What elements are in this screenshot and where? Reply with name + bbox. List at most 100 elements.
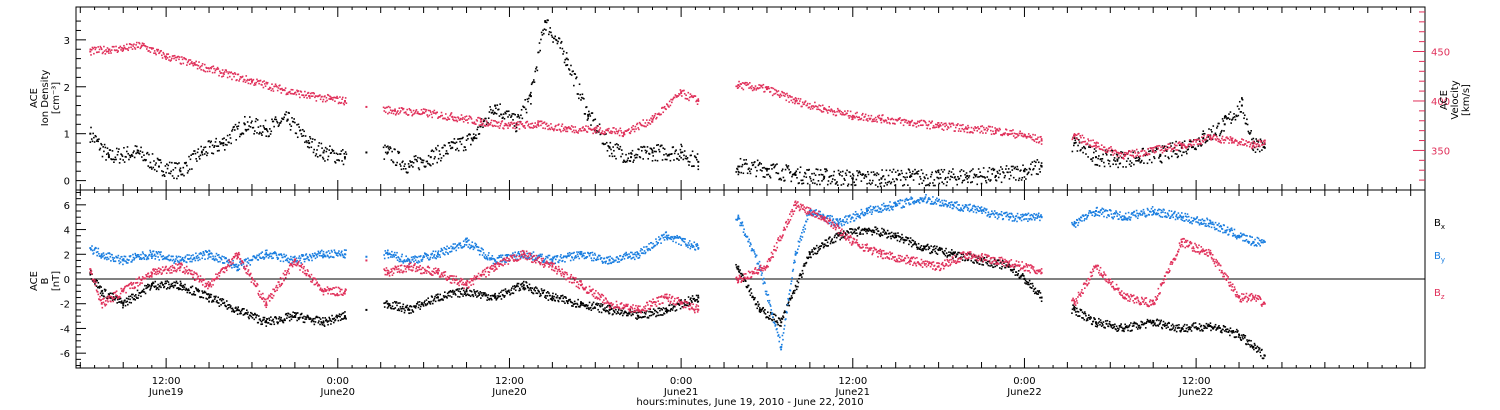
data-point — [905, 119, 908, 122]
data-point — [923, 247, 926, 250]
data-point — [1033, 292, 1036, 295]
data-point — [1084, 140, 1087, 143]
data-point — [1223, 117, 1226, 119]
data-point — [1125, 151, 1127, 154]
data-point — [505, 123, 508, 126]
data-point — [634, 157, 637, 159]
data-point — [530, 91, 532, 94]
data-point — [541, 34, 544, 36]
data-point — [532, 125, 535, 127]
data-point — [1012, 129, 1014, 131]
data-point — [134, 299, 137, 301]
data-point — [159, 159, 162, 161]
data-point — [1030, 163, 1032, 165]
data-point — [304, 316, 307, 318]
data-point — [1145, 152, 1148, 155]
data-point — [892, 122, 894, 125]
data-point — [952, 124, 955, 126]
data-point — [1024, 167, 1026, 170]
data-point — [982, 126, 985, 129]
data-point — [456, 288, 459, 290]
data-point — [233, 310, 236, 313]
data-point — [414, 110, 417, 113]
data-point — [1128, 163, 1131, 166]
data-point — [932, 182, 934, 184]
data-point — [486, 122, 489, 125]
data-point — [408, 308, 411, 311]
data-point — [650, 314, 653, 317]
data-point — [683, 302, 685, 305]
data-point — [156, 170, 158, 173]
data-point — [742, 88, 745, 91]
data-point — [1073, 135, 1076, 137]
data-point — [120, 47, 123, 49]
data-point — [850, 116, 853, 118]
data-point — [1221, 118, 1224, 120]
data-point — [302, 94, 305, 96]
data-point — [396, 309, 399, 312]
data-point — [233, 311, 236, 313]
data-point — [418, 304, 420, 306]
data-point — [1154, 146, 1157, 148]
data-point — [467, 122, 469, 124]
data-point — [336, 153, 339, 156]
data-point — [422, 305, 425, 307]
data-point — [952, 122, 954, 125]
data-point — [163, 175, 166, 178]
data-point — [665, 308, 668, 311]
data-point — [531, 82, 534, 84]
data-point — [291, 92, 293, 95]
data-point — [1012, 135, 1015, 137]
data-point — [753, 161, 756, 163]
data-point — [826, 169, 828, 172]
data-point — [222, 72, 225, 75]
data-point — [1080, 141, 1083, 144]
data-point — [746, 163, 748, 165]
data-point — [1160, 161, 1163, 164]
data-point — [962, 170, 965, 172]
data-point — [556, 296, 558, 299]
data-point — [769, 311, 772, 314]
data-point — [1218, 138, 1220, 141]
data-point — [1093, 148, 1096, 150]
data-point — [1209, 136, 1212, 139]
data-point — [876, 232, 878, 235]
data-point — [789, 96, 792, 98]
data-point — [337, 319, 340, 322]
data-point — [744, 162, 747, 165]
data-point — [485, 294, 488, 297]
data-point — [1263, 139, 1266, 142]
data-point — [289, 313, 292, 316]
data-point — [473, 289, 475, 291]
data-point — [688, 303, 691, 306]
data-point — [588, 113, 591, 115]
data-point — [496, 122, 499, 124]
data-point — [1007, 265, 1009, 267]
data-point — [500, 291, 502, 294]
data-point — [1112, 154, 1114, 156]
data-point — [437, 117, 439, 119]
data-point — [1185, 147, 1187, 149]
data-point — [298, 126, 300, 128]
data-point — [574, 126, 577, 128]
data-point — [549, 128, 552, 131]
data-point — [543, 28, 546, 30]
data-point — [265, 81, 268, 84]
data-point — [838, 172, 840, 175]
data-point — [632, 313, 634, 316]
data-point — [980, 175, 982, 177]
data-point — [661, 159, 664, 161]
data-point — [948, 251, 950, 253]
data-point — [875, 118, 878, 121]
data-point — [421, 301, 423, 304]
data-point — [107, 152, 109, 154]
data-point — [120, 300, 123, 302]
data-point — [411, 309, 413, 311]
data-point — [870, 229, 872, 232]
data-point — [671, 309, 674, 311]
data-point — [542, 127, 544, 129]
data-point — [129, 295, 132, 298]
data-point — [1007, 168, 1010, 170]
data-point — [831, 180, 833, 183]
data-point — [776, 91, 778, 93]
